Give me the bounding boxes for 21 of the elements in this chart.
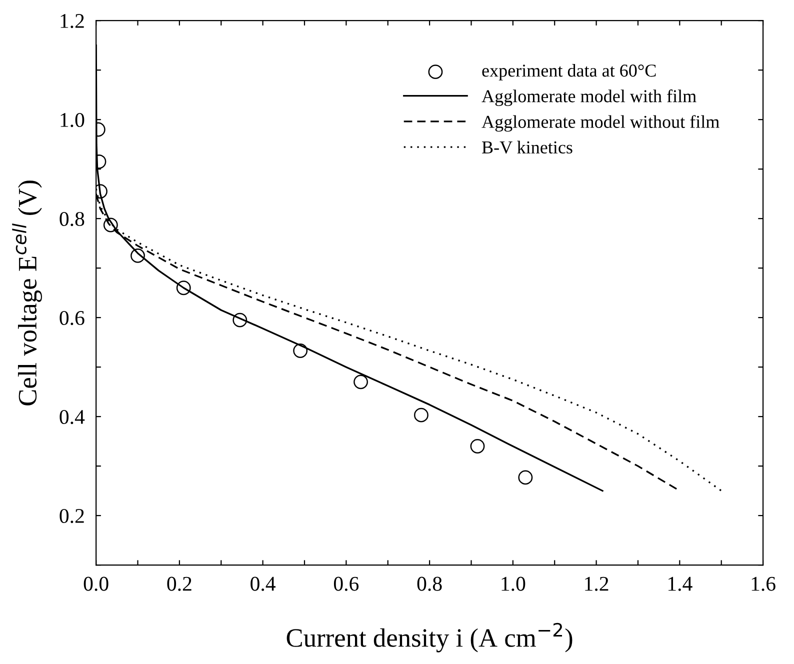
legend-label: Agglomerate model without film [482,115,720,132]
y-axis-title: Cell voltage E$^{cell}$ (V) [12,180,42,406]
x-tick-label: 0.2 [167,576,192,591]
x-tick-label: 0.8 [417,576,442,591]
x-tick-label: 1.6 [752,576,776,591]
legend-label: B-V kinetics [482,140,572,154]
y-tick-label: 1.0 [60,112,84,128]
x-tick-label: 1.0 [502,576,526,591]
legend-label: Agglomerate model with film [482,89,696,106]
x-axis-title: Current density i (A cm$^{−2}$) [286,622,572,652]
x-tick-label: 0.4 [250,576,276,591]
y-tick-label: 1.2 [60,14,84,28]
legend-label: experiment data at 60°C [482,64,656,80]
x-tick-label: 1.2 [585,576,608,591]
y-tick-label: 0.2 [60,508,84,524]
x-tick-label: 0.0 [84,576,108,591]
y-tick-label: 0.4 [60,410,85,424]
y-tick-label: 0.8 [60,212,84,226]
x-tick-label: 0.6 [334,576,359,591]
x-tick-label: 1.4 [668,576,692,591]
y-tick-label: 0.6 [60,310,84,326]
